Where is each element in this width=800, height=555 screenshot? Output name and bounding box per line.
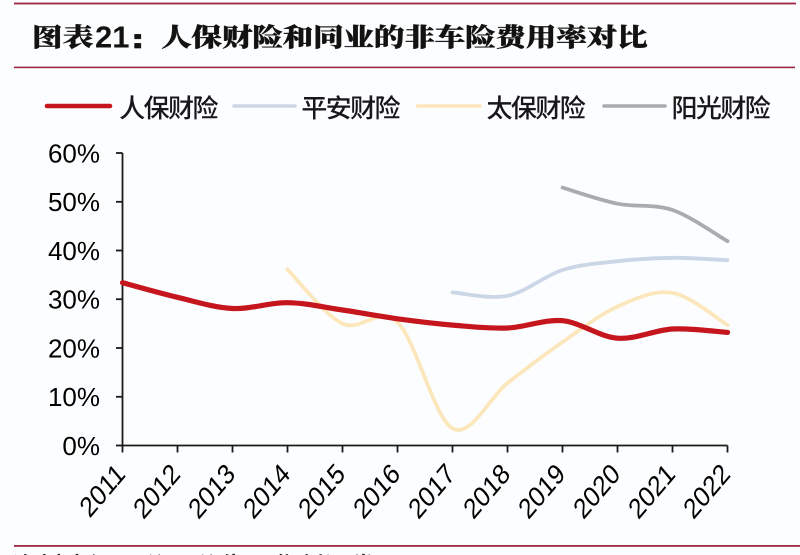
svg-text:2014: 2014 (238, 457, 296, 525)
svg-text:2020: 2020 (568, 457, 626, 525)
svg-text:2016: 2016 (348, 457, 406, 525)
svg-text:40%: 40% (48, 236, 100, 266)
svg-text:2021: 2021 (623, 457, 681, 525)
svg-text:2012: 2012 (128, 457, 186, 525)
svg-text:2018: 2018 (458, 457, 516, 525)
svg-text:2022: 2022 (678, 457, 736, 525)
svg-text:2011: 2011 (74, 457, 130, 523)
svg-text:50%: 50% (48, 187, 100, 217)
svg-text:60%: 60% (48, 138, 100, 168)
svg-text:2015: 2015 (293, 457, 351, 525)
svg-text:30%: 30% (48, 285, 100, 315)
svg-text:2017: 2017 (403, 457, 461, 525)
svg-text:10%: 10% (48, 382, 100, 412)
svg-text:0%: 0% (62, 431, 100, 461)
svg-text:20%: 20% (48, 333, 100, 363)
svg-text:21: 21 (95, 20, 129, 55)
svg-text:2013: 2013 (183, 457, 241, 525)
svg-text:2019: 2019 (513, 457, 571, 525)
